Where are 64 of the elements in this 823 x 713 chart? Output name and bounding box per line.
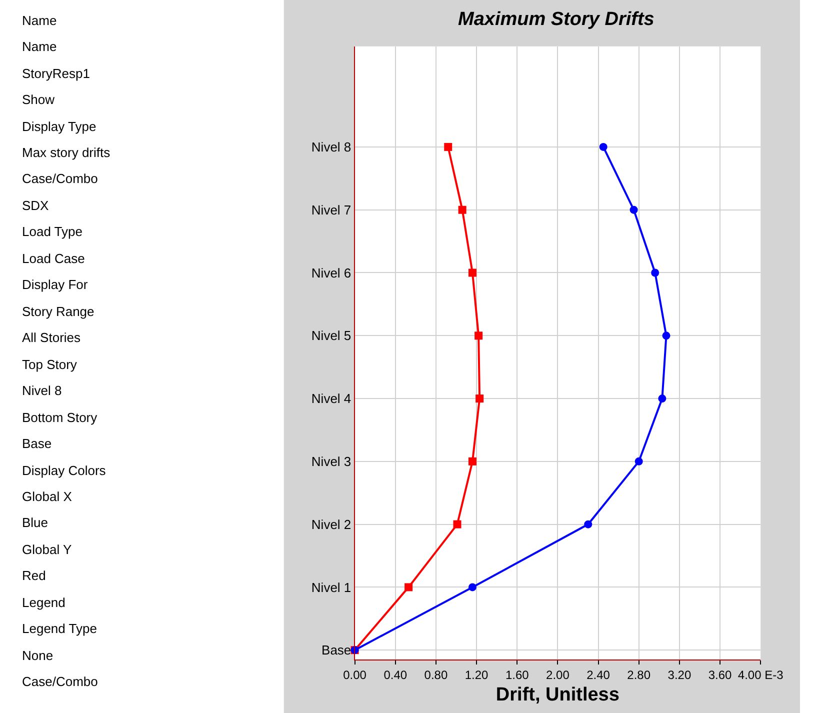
point bbox=[584, 520, 592, 528]
y-tick-label: Nivel 1 bbox=[311, 580, 352, 595]
text: Name bbox=[22, 13, 57, 28]
point bbox=[453, 520, 462, 528]
text: SDX bbox=[22, 198, 50, 213]
point bbox=[468, 457, 476, 466]
text: Nivel 8 bbox=[22, 383, 62, 398]
x-tick-label: 2.00 bbox=[546, 668, 570, 682]
text: Blue bbox=[22, 515, 48, 530]
point bbox=[444, 142, 452, 151]
point bbox=[662, 332, 670, 340]
text: Name bbox=[22, 39, 57, 54]
text: Max story drifts bbox=[22, 145, 111, 160]
text: StoryResp1 bbox=[22, 66, 90, 81]
x-tick-label: 2.80 bbox=[627, 668, 651, 682]
text: All Stories bbox=[22, 330, 82, 345]
y-tick-label: Nivel 8 bbox=[311, 140, 352, 155]
text: Display For bbox=[22, 277, 88, 292]
y-tick-label: Nivel 4 bbox=[311, 391, 352, 406]
x-tick-label: 0.40 bbox=[384, 668, 408, 682]
chart-title: Maximum Story Drifts bbox=[458, 9, 654, 30]
point bbox=[651, 268, 660, 277]
text: None bbox=[22, 648, 54, 663]
x-tick-label: 3.20 bbox=[668, 668, 692, 682]
point bbox=[468, 268, 476, 277]
x-tick-label: 0.80 bbox=[424, 668, 448, 682]
x-tick-label: 4.00 E-3 bbox=[738, 668, 784, 682]
x-tick-label: 1.20 bbox=[464, 668, 489, 682]
y-tick-label: Nivel 6 bbox=[311, 265, 352, 280]
x-tick-label: 0.00 bbox=[343, 668, 367, 682]
text: Base bbox=[22, 436, 52, 451]
point bbox=[634, 457, 643, 466]
text: Display Colors bbox=[22, 463, 106, 478]
text: Top Story bbox=[22, 357, 78, 372]
point bbox=[630, 206, 638, 214]
text: Global X bbox=[22, 489, 72, 504]
point bbox=[404, 583, 413, 592]
text: Load Case bbox=[22, 251, 85, 266]
point bbox=[474, 332, 483, 340]
point bbox=[468, 583, 476, 592]
text: Show bbox=[22, 92, 56, 107]
x-tick-label: 3.60 bbox=[708, 668, 732, 682]
text: Legend Type bbox=[22, 621, 97, 636]
y-tick-label: Nivel 2 bbox=[311, 516, 352, 532]
y-tick-label: Nivel 7 bbox=[311, 202, 352, 218]
y-tick-label: Base bbox=[322, 642, 352, 658]
text: Load Type bbox=[22, 224, 82, 239]
point bbox=[458, 206, 466, 214]
text: Legend bbox=[22, 595, 66, 610]
text: Case/Combo bbox=[22, 674, 98, 689]
text: Global Y bbox=[22, 542, 72, 557]
text: Red bbox=[22, 568, 46, 583]
point bbox=[476, 394, 484, 403]
text: Story Range bbox=[22, 304, 94, 319]
y-tick-label: Nivel 5 bbox=[311, 328, 352, 344]
x-tick-label: 1.60 bbox=[505, 668, 530, 682]
text: Bottom Story bbox=[22, 410, 98, 425]
text: Case/Combo bbox=[22, 171, 98, 186]
x-tick-label: 2.40 bbox=[586, 668, 610, 682]
point bbox=[658, 394, 666, 403]
point bbox=[599, 142, 608, 151]
text: Display Type bbox=[22, 119, 96, 134]
y-tick-label: Nivel 3 bbox=[311, 454, 352, 469]
x-axis-title: Drift, Unitless bbox=[496, 684, 620, 706]
